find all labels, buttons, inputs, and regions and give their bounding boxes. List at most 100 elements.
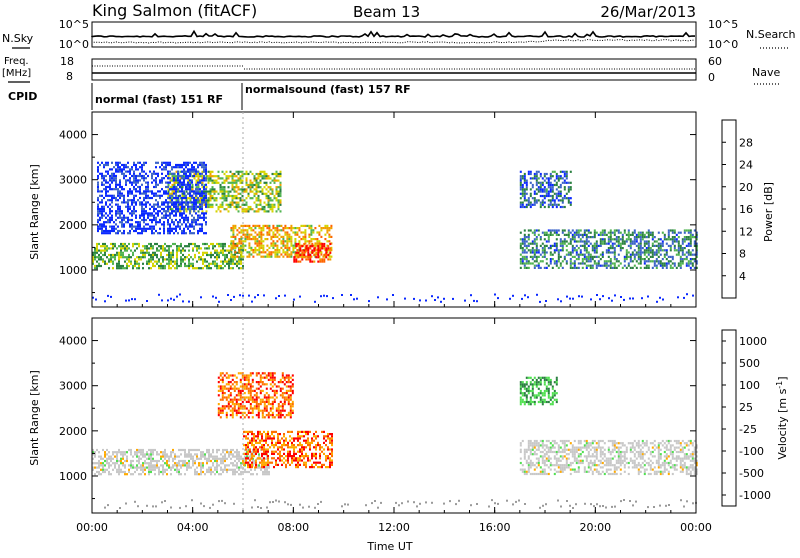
data-cell: [301, 245, 303, 247]
data-cell: [137, 232, 139, 234]
data-cell: [208, 247, 210, 249]
data-cell: [309, 261, 311, 263]
data-cell: [188, 467, 190, 469]
data-cell: [132, 473, 134, 475]
data-cell: [216, 267, 218, 269]
data-cell: [122, 252, 124, 254]
data-cell: [586, 229, 588, 231]
data-cell: [222, 193, 224, 195]
data-cell: [254, 193, 256, 195]
data-cell: [216, 254, 218, 256]
data-cell: [638, 249, 640, 251]
data-cell: [570, 204, 572, 206]
data-cell: [636, 267, 638, 269]
data-cell: [265, 451, 267, 453]
data-cell: [117, 204, 119, 206]
data-cell: [94, 456, 96, 458]
data-cell: [544, 202, 546, 204]
data-cell: [218, 390, 220, 392]
data-cell: [175, 208, 177, 210]
data-cell: [145, 173, 147, 175]
data-cell: [276, 245, 278, 247]
data-cell: [138, 449, 140, 451]
data-cell: [148, 456, 150, 458]
data-cell: [220, 379, 222, 381]
data-cell: [620, 249, 622, 251]
data-cell: [256, 191, 258, 193]
data-cell: [192, 243, 194, 245]
data-cell: [137, 179, 139, 181]
data-cell: [126, 256, 128, 258]
data-cell: [131, 168, 133, 170]
data-cell: [206, 243, 208, 245]
data-cell: [187, 184, 189, 186]
data-cell: [253, 435, 255, 437]
data-cell: [236, 229, 238, 231]
data-cell: [188, 449, 190, 451]
data-cell: [608, 236, 610, 238]
data-cell: [290, 253, 292, 255]
data-cell: [305, 258, 307, 260]
data-cell: [690, 243, 692, 245]
data-cell: [303, 448, 305, 450]
data-cell: [151, 190, 153, 192]
data-cell: [648, 234, 650, 236]
data-cell: [222, 394, 224, 396]
data-cell: [192, 186, 194, 188]
data-cell: [317, 243, 319, 245]
data-cell: [177, 197, 179, 199]
data-cell: [652, 260, 654, 262]
data-cell: [260, 191, 262, 193]
data-cell: [250, 247, 252, 249]
data-cell: [554, 262, 556, 264]
data-cell: [111, 219, 113, 221]
data-cell: [584, 243, 586, 245]
data-cell: [476, 300, 478, 302]
data-cell: [290, 236, 292, 238]
data-cell: [121, 193, 123, 195]
data-cell: [129, 199, 131, 201]
data-cell: [238, 231, 240, 233]
data-cell: [177, 173, 179, 175]
data-cell: [560, 193, 562, 195]
data-cell: [582, 240, 584, 242]
data-cell: [299, 455, 301, 457]
data-cell: [666, 238, 668, 240]
data-cell: [270, 251, 272, 253]
data-cell: [129, 168, 131, 170]
data-cell: [276, 175, 278, 177]
data-cell: [128, 265, 130, 267]
data-cell: [255, 435, 257, 437]
data-cell: [142, 245, 144, 247]
data-cell: [286, 249, 288, 251]
data-cell: [534, 175, 536, 177]
data-cell: [269, 462, 271, 464]
data-cell: [121, 221, 123, 223]
data-cell: [104, 456, 106, 458]
data-cell: [222, 385, 224, 387]
data-cell: [524, 229, 526, 231]
data-cell: [121, 201, 123, 203]
data-cell: [578, 295, 580, 297]
data-cell: [257, 442, 259, 444]
data-cell: [138, 258, 140, 260]
data-cell: [230, 191, 232, 193]
data-cell: [238, 240, 240, 242]
data-cell: [245, 444, 247, 446]
data-cell: [127, 166, 129, 168]
data-cell: [216, 175, 218, 177]
data-cell: [604, 238, 606, 240]
data-cell: [569, 298, 571, 300]
data-cell: [136, 247, 138, 249]
data-cell: [210, 467, 212, 469]
data-cell: [234, 258, 236, 260]
data-cell: [158, 294, 160, 296]
data-cell: [146, 245, 148, 247]
data-cell: [162, 471, 164, 473]
data-cell: [289, 440, 291, 442]
data-cell: [228, 456, 230, 458]
data-cell: [327, 433, 329, 435]
data-cell: [278, 186, 280, 188]
data-cell: [160, 265, 162, 267]
data-cell: [254, 177, 256, 179]
